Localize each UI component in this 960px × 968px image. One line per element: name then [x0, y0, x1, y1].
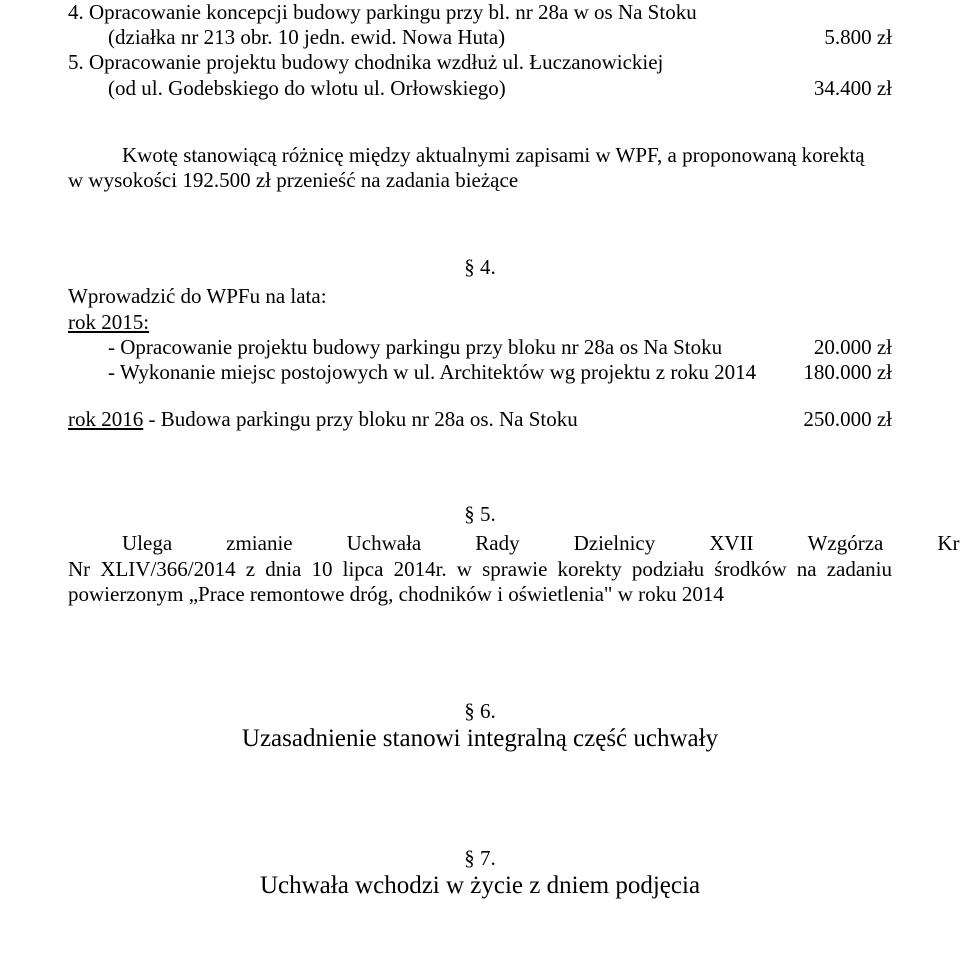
item-4-text2: (działka nr 213 obr. 10 jedn. ewid. Nowa… [108, 25, 800, 50]
section-4-body: Wprowadzić do WPFu na lata: rok 2015: - … [68, 284, 892, 432]
item-4-text: 4. Opracowanie koncepcji budowy parkingu… [68, 0, 892, 25]
item-4-line2: (działka nr 213 obr. 10 jedn. ewid. Nowa… [68, 25, 892, 50]
s5-line2: Nr XLIV/366/2014 z dnia 10 lipca 2014r. … [68, 557, 892, 607]
section-6-heading: § 6. [68, 699, 892, 724]
s4-item2: - Wykonanie miejsc postojowych w ul. Arc… [68, 360, 892, 385]
section-5-heading: § 5. [68, 502, 892, 527]
s4-item2-text: - Wykonanie miejsc postojowych w ul. Arc… [108, 360, 779, 385]
s5-w6: XVII [655, 531, 753, 556]
s4-item1: - Opracowanie projektu budowy parkingu p… [68, 335, 892, 360]
s5-line1: Ulega zmianie Uchwała Rady Dzielnicy XVI… [68, 531, 892, 556]
item-5-text: 5. Opracowanie projektu budowy chodnika … [68, 50, 892, 75]
kwote-paragraph: Kwotę stanowiącą różnicę między aktualny… [68, 143, 892, 193]
s5-w8: Krzesławickie [883, 531, 960, 556]
kwote-line2: w wysokości 192.500 zł przenieść na zada… [68, 168, 892, 193]
s5-w1: Ulega [68, 531, 172, 556]
s5-w3: Uchwała [293, 531, 422, 556]
list-item-5: 5. Opracowanie projektu budowy chodnika … [68, 50, 892, 100]
section-6-text: Uzasadnienie stanowi integralną część uc… [68, 724, 892, 754]
section-4-heading: § 4. [68, 255, 892, 280]
s4-rok2016-label: rok 2016 [68, 407, 143, 431]
s4-item1-amount: 20.000 zł [790, 335, 892, 360]
s5-w4: Rady [421, 531, 519, 556]
item-5-desc1: Opracowanie projektu budowy chodnika wzd… [89, 50, 663, 74]
section-7-text: Uchwała wchodzi w życie z dniem podjęcia [68, 871, 892, 901]
s4-rok2016-text: rok 2016 - Budowa parkingu przy bloku nr… [68, 407, 779, 432]
item-5-line1: 5. Opracowanie projektu budowy chodnika … [68, 50, 892, 75]
s5-w2: zmianie [172, 531, 292, 556]
s4-rok2016-rest: - Budowa parkingu przy bloku nr 28a os. … [143, 407, 578, 431]
item-4-amount: 5.800 zł [800, 25, 892, 50]
s4-item2-amount: 180.000 zł [779, 360, 892, 385]
item-4-line1: 4. Opracowanie koncepcji budowy parkingu… [68, 0, 892, 25]
s5-w7: Wzgórza [754, 531, 884, 556]
s5-w5: Dzielnicy [520, 531, 656, 556]
section-7-heading: § 7. [68, 846, 892, 871]
item-4-desc1: Opracowanie koncepcji budowy parkingu pr… [89, 0, 697, 24]
list-item-4: 4. Opracowanie koncepcji budowy parkingu… [68, 0, 892, 50]
item-5-line2: (od ul. Godebskiego do wlotu ul. Orłowsk… [68, 76, 892, 101]
s4-rok2015: rok 2015: [68, 310, 892, 335]
item-5-amount: 34.400 zł [790, 76, 892, 101]
item-4-number: 4. [68, 0, 84, 24]
section-5-body: Ulega zmianie Uchwała Rady Dzielnicy XVI… [68, 531, 892, 607]
item-5-text2: (od ul. Godebskiego do wlotu ul. Orłowsk… [108, 76, 790, 101]
item-5-number: 5. [68, 50, 84, 74]
s4-item1-text: - Opracowanie projektu budowy parkingu p… [108, 335, 790, 360]
kwote-line1: Kwotę stanowiącą różnicę między aktualny… [68, 143, 892, 168]
s4-rok2016-row: rok 2016 - Budowa parkingu przy bloku nr… [68, 407, 892, 432]
s4-intro: Wprowadzić do WPFu na lata: [68, 284, 892, 309]
s4-rok2016-amount: 250.000 zł [779, 407, 892, 432]
